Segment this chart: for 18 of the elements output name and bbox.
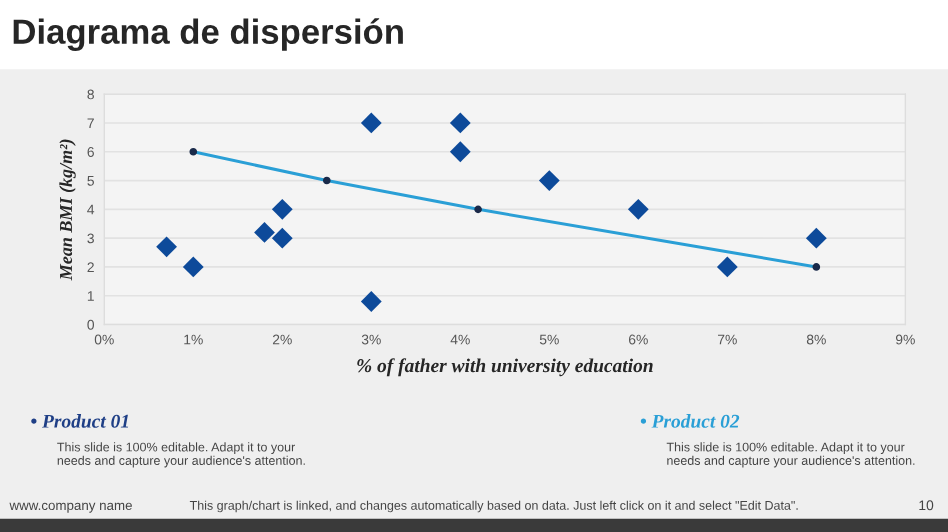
point <box>156 236 177 258</box>
point <box>271 198 293 220</box>
point <box>538 170 560 191</box>
point <box>254 221 275 243</box>
point <box>271 227 293 249</box>
x-axis-title: % of father with university education <box>357 358 653 377</box>
point <box>449 112 471 134</box>
point <box>182 256 204 278</box>
text: • Product 01 <box>31 414 129 428</box>
point <box>627 198 649 220</box>
text: • Product 02 <box>640 414 740 428</box>
point <box>805 227 827 249</box>
point <box>360 112 382 134</box>
point <box>716 256 738 278</box>
point <box>449 141 471 163</box>
chart-title: Diagrama de dispersión <box>13 18 403 51</box>
point <box>360 291 382 312</box>
y-axis-title: Mean BMI (kg/m²) <box>59 139 76 281</box>
